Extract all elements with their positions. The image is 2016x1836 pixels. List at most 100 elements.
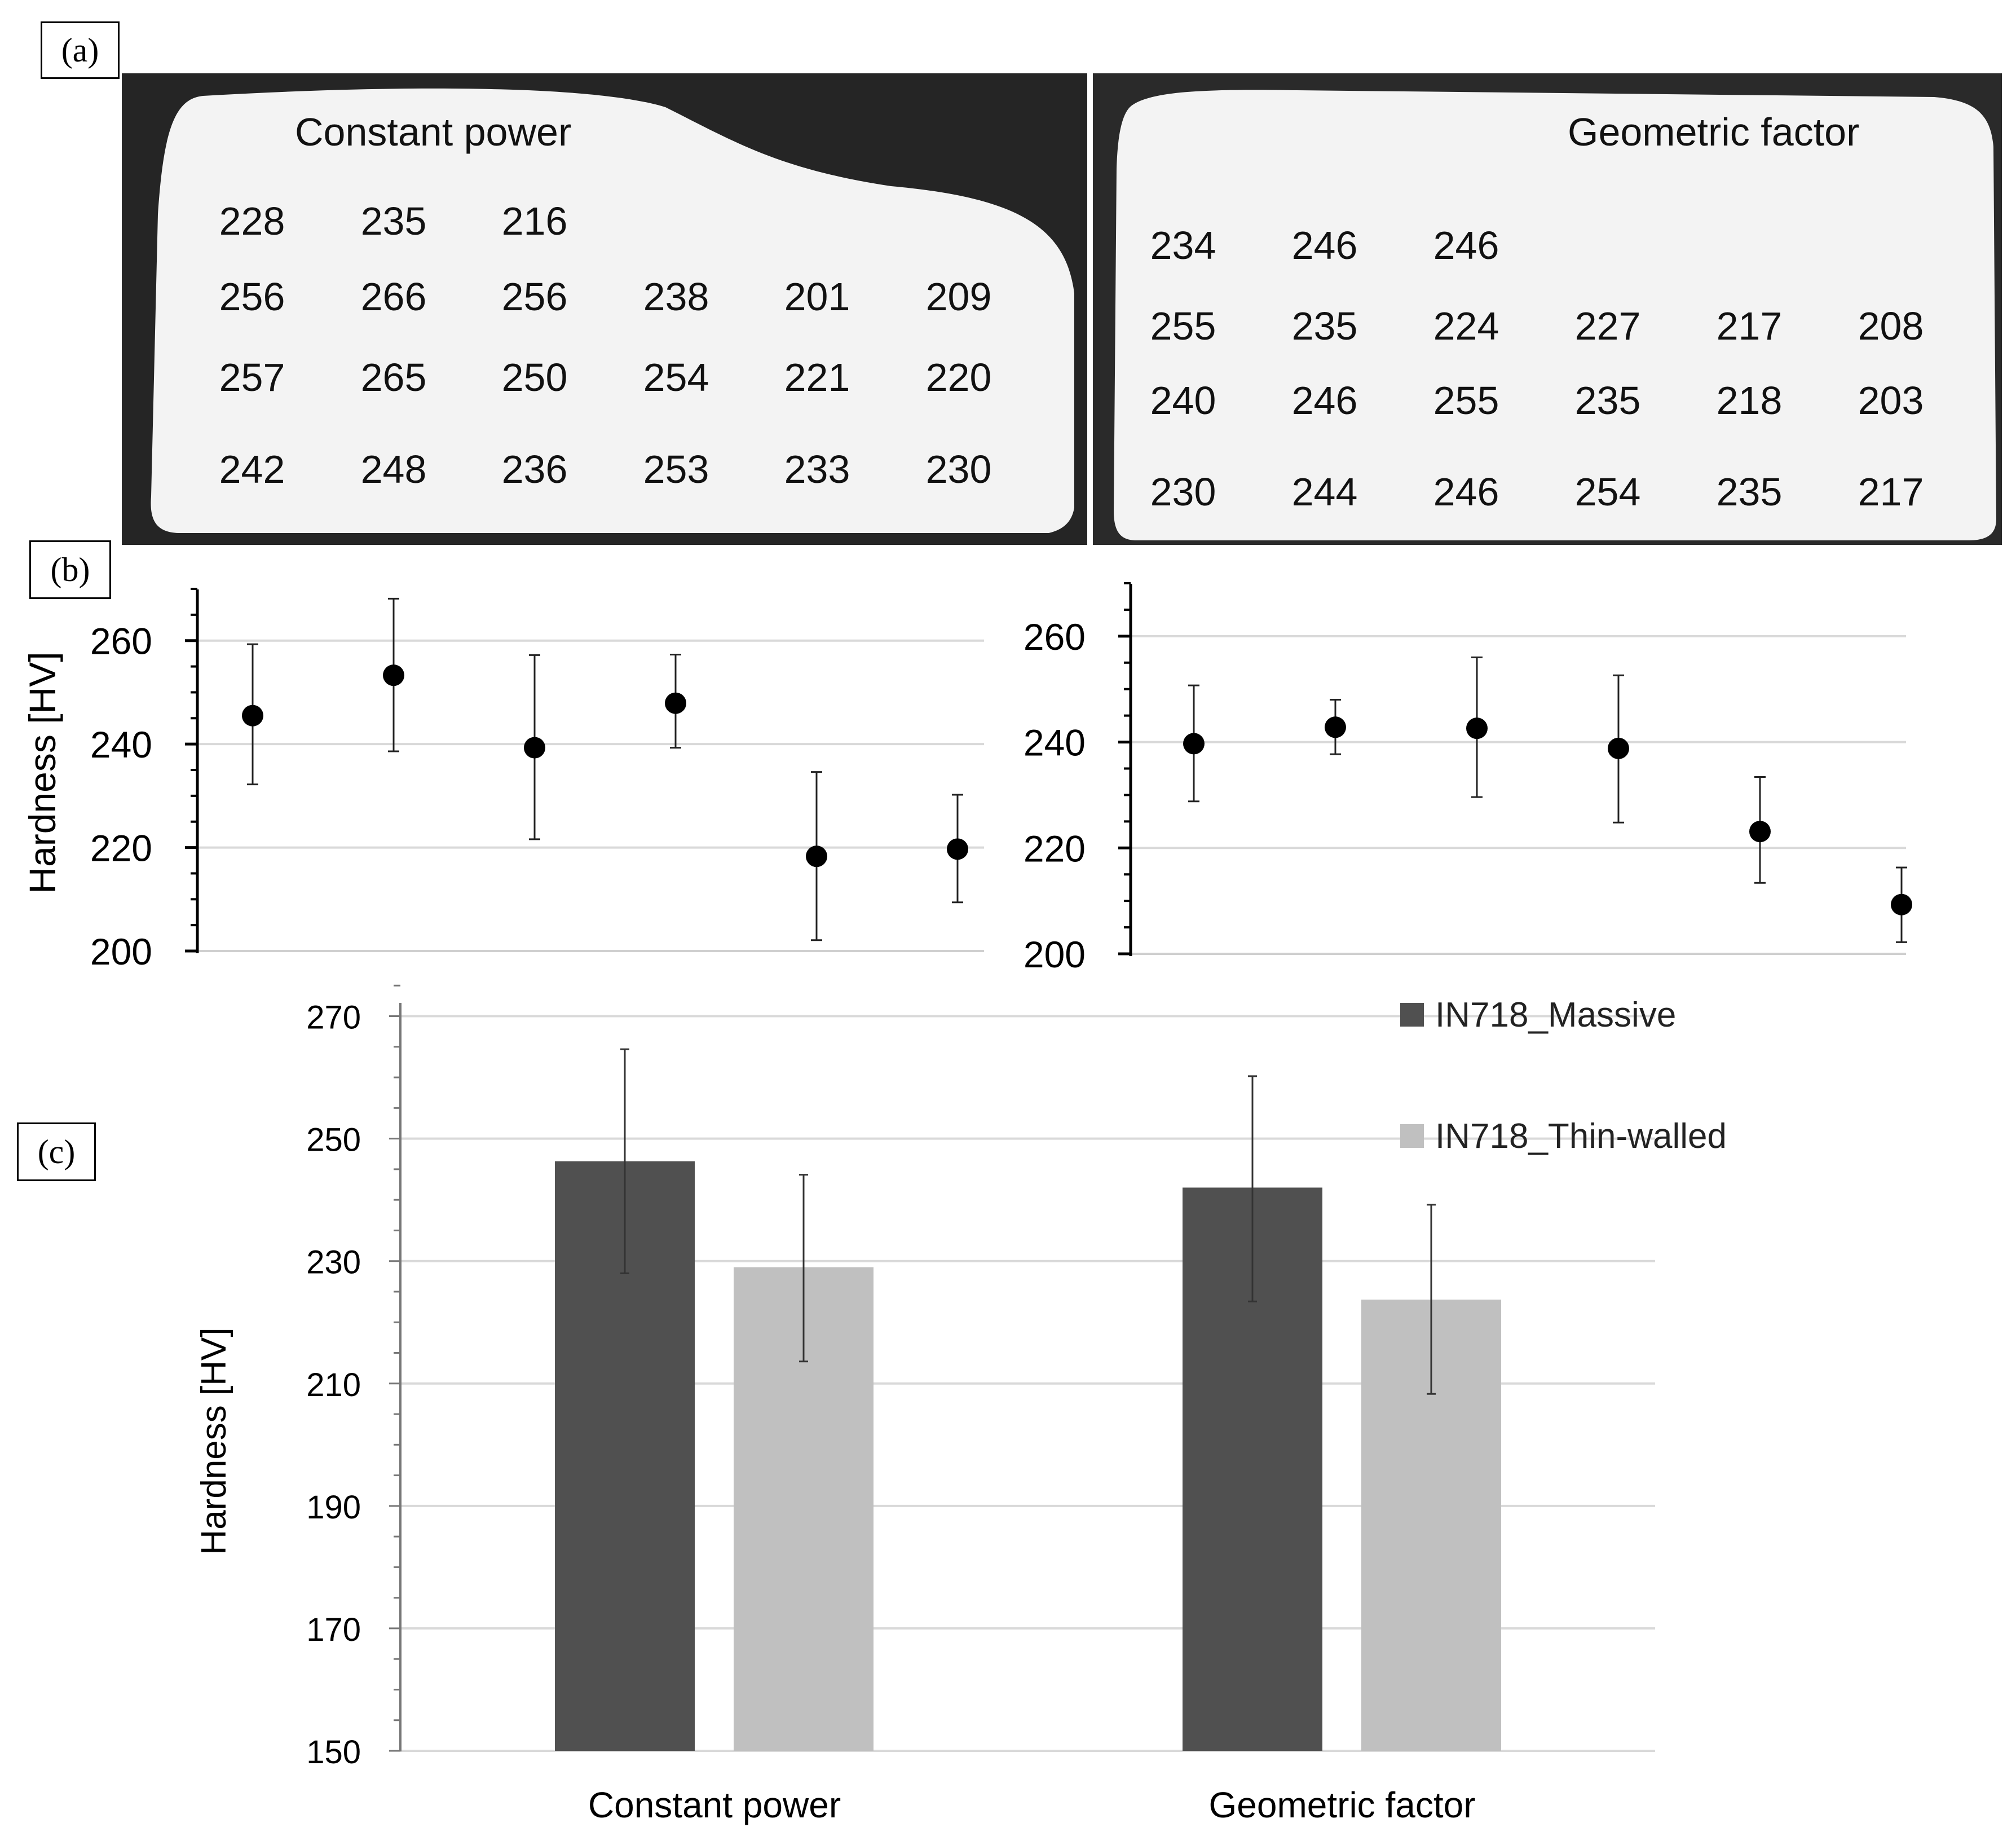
data-point	[383, 664, 404, 686]
hardness-value: 246	[1433, 470, 1499, 514]
hardness-value: 255	[1150, 304, 1216, 348]
legend-label-thin-walled: IN718_Thin-walled	[1435, 1117, 1727, 1156]
specimen-left	[151, 88, 1075, 533]
hardness-value: 208	[1858, 304, 1924, 348]
chart-b-left-ylabel: Hardness [HV]	[21, 651, 63, 893]
y-tick-label: 240	[90, 724, 152, 765]
data-point	[524, 737, 545, 759]
hardness-value: 235	[361, 199, 427, 243]
y-tick-label: 260	[1024, 616, 1086, 658]
hardness-value: 244	[1292, 470, 1358, 514]
y-tick-label: 200	[1024, 934, 1086, 975]
hardness-value: 218	[1717, 378, 1783, 422]
hardness-value: 224	[1433, 304, 1499, 348]
data-point	[1608, 737, 1629, 759]
panel-a-photos: Constant power Geometric factor 228 235 21…	[122, 73, 2002, 545]
hardness-value: 240	[1150, 378, 1216, 422]
legend-swatch-massive	[1400, 1003, 1424, 1027]
x-category-label: Geometric factor	[1208, 1785, 1475, 1825]
hardness-value: 246	[1292, 378, 1358, 422]
chart-b-left-points	[242, 597, 968, 941]
hardness-value: 236	[502, 447, 568, 491]
specimen-right	[1114, 90, 1996, 540]
chart-c-y-ticks: 150 170 190 210 230 250 270	[306, 984, 400, 1771]
hardness-value: 220	[926, 355, 992, 399]
data-point	[947, 838, 968, 860]
chart-c-category-labels: Constant power Geometric factor	[588, 1785, 1476, 1825]
hardness-value: 254	[643, 355, 709, 399]
hardness-value: 246	[1292, 223, 1358, 267]
hardness-value: 265	[361, 355, 427, 399]
hardness-value: 235	[1575, 378, 1641, 422]
hardness-value: 253	[643, 447, 709, 491]
y-tick-label: 250	[306, 1122, 361, 1159]
chart-c-ylabel: Hardness [HV]	[195, 1327, 233, 1555]
data-point	[1466, 717, 1488, 739]
hardness-grid-right: 234 246 246 255 235 224 227 217 208 240 246 255 235 2…	[1150, 223, 1924, 514]
y-tick-label: 200	[90, 931, 152, 972]
panel-label-c: (c)	[17, 1122, 96, 1181]
y-tick-label: 220	[1024, 827, 1086, 869]
hardness-value: 230	[926, 447, 992, 491]
hardness-value: 230	[1150, 470, 1216, 514]
chart-b-left-gridlines	[197, 639, 984, 952]
chart-b-right: 200 220 240 260	[1024, 582, 1912, 975]
hardness-value: 255	[1433, 378, 1499, 422]
specimen-left-title: Constant power	[295, 110, 571, 154]
hardness-value: 235	[1292, 304, 1358, 348]
chart-c-bars	[555, 1048, 1501, 1751]
chart-b-right-gridlines	[1131, 635, 1906, 955]
hardness-value: 217	[1858, 470, 1924, 514]
hardness-value: 256	[502, 275, 568, 319]
hardness-value: 221	[784, 355, 850, 399]
hardness-value: 246	[1433, 223, 1499, 267]
hardness-value: 254	[1575, 470, 1641, 514]
chart-c-legend: IN718_Massive IN718_Thin-walled	[1400, 996, 1727, 1156]
hardness-value: 209	[926, 275, 992, 319]
x-category-label: Constant power	[588, 1785, 841, 1825]
hardness-value: 266	[361, 275, 427, 319]
specimen-right-title: Geometric factor	[1568, 110, 1859, 154]
hardness-value: 235	[1717, 470, 1783, 514]
hardness-value: 201	[784, 275, 850, 319]
panel-label-b: (b)	[29, 540, 111, 599]
hardness-value: 250	[502, 355, 568, 399]
hardness-value: 256	[219, 275, 285, 319]
y-tick-label: 270	[306, 1000, 361, 1036]
data-point	[806, 846, 827, 868]
chart-b-left-y-ticks: 200 220 240 260	[90, 588, 197, 972]
hardness-grid-left: 228 235 216 256 266 256 238 201 209 257 265 250 254 2…	[219, 199, 992, 491]
y-tick-label: 150	[306, 1734, 361, 1771]
data-point	[1183, 733, 1205, 755]
legend-label-massive: IN718_Massive	[1435, 996, 1676, 1034]
data-point	[665, 692, 686, 714]
panel-label-a: (a)	[41, 21, 120, 79]
hardness-value: 203	[1858, 378, 1924, 422]
y-tick-label: 210	[306, 1367, 361, 1403]
hardness-value: 216	[502, 199, 568, 243]
data-point	[1325, 716, 1346, 738]
y-tick-label: 190	[306, 1489, 361, 1526]
data-point	[1749, 821, 1771, 843]
chart-b-right-y-ticks: 200 220 240 260	[1024, 582, 1131, 975]
hardness-value: 234	[1150, 223, 1216, 267]
hardness-value: 227	[1575, 304, 1641, 348]
hardness-value: 233	[784, 447, 850, 491]
y-tick-label: 230	[306, 1244, 361, 1281]
y-tick-label: 170	[306, 1612, 361, 1648]
data-point	[242, 705, 263, 727]
chart-c: 150 170 190 210 230 250 270 Constant power Geom…	[195, 984, 1727, 1825]
hardness-value: 217	[1717, 304, 1783, 348]
hardness-value: 238	[643, 275, 709, 319]
hardness-value: 257	[219, 355, 285, 399]
chart-b-right-points	[1183, 656, 1912, 943]
hardness-value: 248	[361, 447, 427, 491]
hardness-value: 242	[219, 447, 285, 491]
hardness-value: 228	[219, 199, 285, 243]
data-point	[1891, 893, 1912, 915]
y-tick-label: 240	[1024, 722, 1086, 764]
y-tick-label: 220	[90, 827, 152, 869]
legend-swatch-thin-walled	[1400, 1124, 1424, 1148]
y-tick-label: 260	[90, 620, 152, 662]
